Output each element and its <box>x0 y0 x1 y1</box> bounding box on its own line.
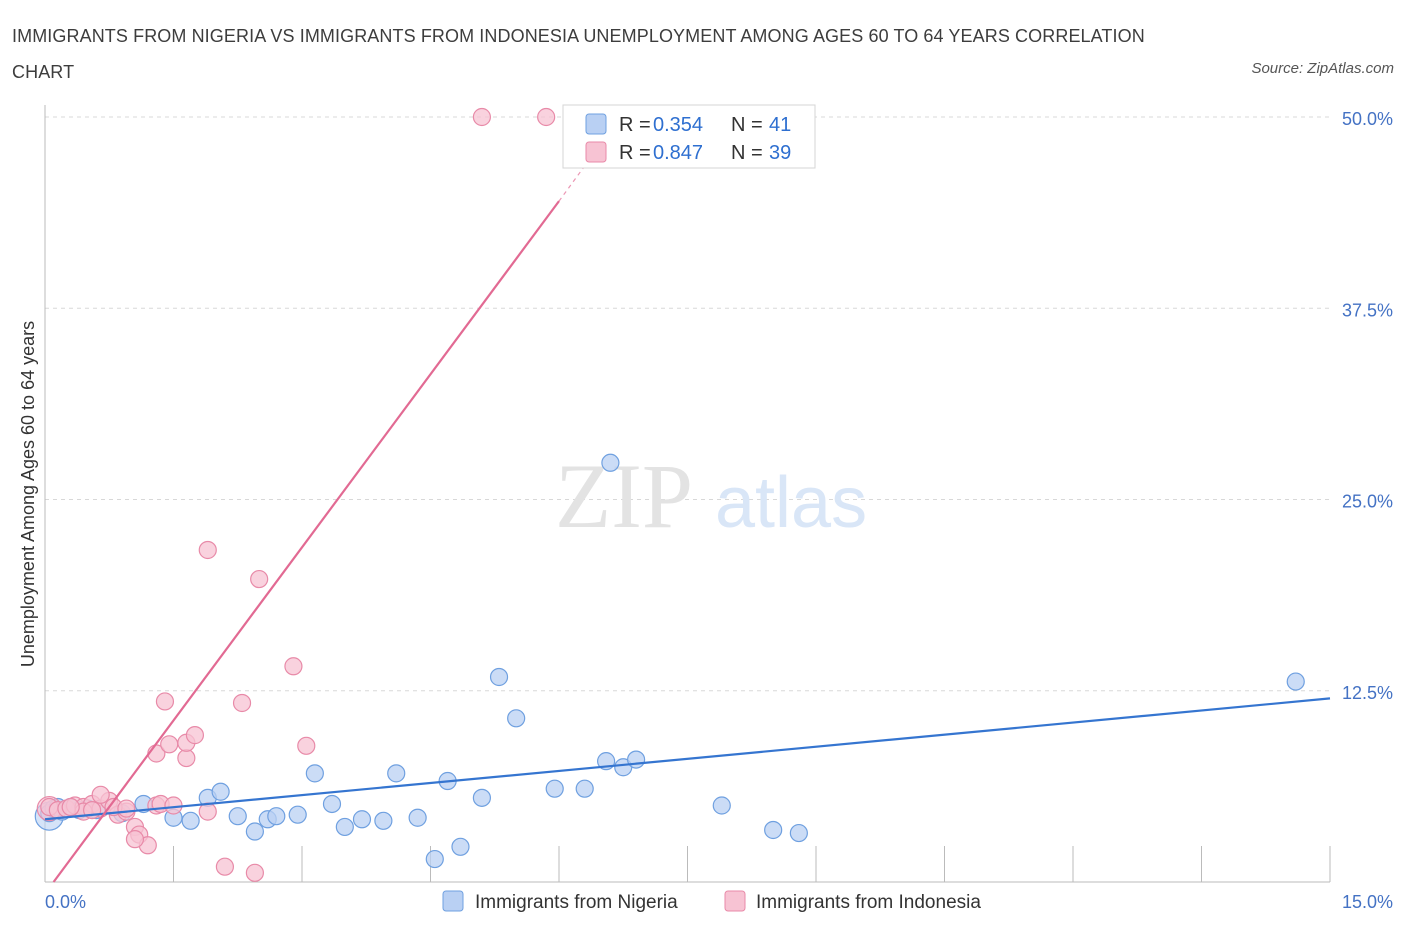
x-tick-label-min: 0.0% <box>45 892 86 912</box>
nigeria-point-41 <box>1286 672 1305 691</box>
indonesia-point-16 <box>160 735 179 754</box>
nigeria-point-14 <box>228 807 247 826</box>
legend-indonesia-n-label: N = <box>731 142 763 164</box>
bottom-legend-indonesia-swatch <box>724 890 746 912</box>
nigeria-point-26 <box>425 849 444 869</box>
nigeria-point-17 <box>267 807 286 826</box>
bottom-legend-nigeria-swatch <box>442 890 464 912</box>
nigeria-point-19 <box>305 764 324 783</box>
nigeria-point-29 <box>472 788 491 807</box>
nigeria-point-11 <box>181 811 200 830</box>
y-tick-label-1: 25.0% <box>1342 492 1393 512</box>
indonesia-point-31 <box>117 799 136 818</box>
legend-nigeria-n-value: 41 <box>769 114 791 136</box>
chart-title: IMMIGRANTS FROM NIGERIA VS IMMIGRANTS FR… <box>12 26 1145 82</box>
nigeria-point-22 <box>352 810 372 829</box>
nigeria-point-24 <box>387 764 406 783</box>
indonesia-point-29 <box>91 785 110 804</box>
nigeria-point-40 <box>789 823 808 843</box>
indonesia-point-36 <box>537 107 556 127</box>
indonesia-point-35 <box>472 107 491 127</box>
legend-indonesia-r-value: 0.847 <box>653 142 703 164</box>
indonesia-point-22 <box>198 802 217 821</box>
trend-layer <box>44 165 1331 883</box>
nigeria-point-34 <box>601 453 620 472</box>
indonesia-point-27 <box>284 657 303 676</box>
indonesia-point-21 <box>198 540 217 560</box>
y-tick-label-2: 37.5% <box>1342 300 1393 320</box>
y-axis-title: Unemployment Among Ages 60 to 64 years <box>18 321 38 667</box>
legend-indonesia-swatch <box>585 141 607 163</box>
nigeria-point-13 <box>211 782 230 801</box>
watermark-atlas: atlas <box>715 463 867 543</box>
indonesia-point-20 <box>185 726 205 745</box>
nigeria-point-25 <box>408 808 427 827</box>
indonesia-points <box>36 107 556 882</box>
nigeria-point-20 <box>322 794 342 814</box>
indonesia-point-37 <box>164 796 183 815</box>
x-tick-label-max: 15.0% <box>1342 892 1393 912</box>
nigeria-point-37 <box>626 750 646 769</box>
bottom-legend: Immigrants from Nigeria Immigrants from … <box>442 890 981 913</box>
legend-nigeria-r-value: 0.354 <box>653 114 703 136</box>
y-tick-label-3: 50.0% <box>1342 109 1393 129</box>
nigeria-point-32 <box>545 779 564 798</box>
nigeria-point-33 <box>575 779 594 798</box>
indonesia-point-26 <box>250 569 269 589</box>
indonesia-point-25 <box>245 863 264 882</box>
legend-indonesia-r-label: R = <box>619 142 651 164</box>
grid-layer <box>45 116 1330 692</box>
indonesia-point-24 <box>232 693 252 713</box>
nigeria-point-15 <box>245 822 264 841</box>
indonesia-trendline-extension <box>558 165 586 202</box>
legend-nigeria-n-label: N = <box>731 114 763 136</box>
indonesia-point-18 <box>177 748 196 768</box>
nigeria-point-30 <box>489 667 509 687</box>
indonesia-trendline <box>52 200 560 883</box>
indonesia-point-34 <box>61 797 80 817</box>
indonesia-point-32 <box>125 830 145 849</box>
top-legend: R = 0.354 N = 41 R = 0.847 N = 39 <box>562 104 816 169</box>
y-tick-label-0: 12.5% <box>1342 683 1393 703</box>
nigeria-point-21 <box>335 817 354 837</box>
nigeria-point-38 <box>712 796 731 815</box>
nigeria-point-39 <box>764 820 783 840</box>
source-label: Source: ZipAtlas.com <box>1251 60 1394 77</box>
watermark-zip: ZIP <box>555 445 693 547</box>
indonesia-point-17 <box>155 692 175 711</box>
bottom-legend-indonesia-label: Immigrants from Indonesia <box>756 892 981 913</box>
nigeria-point-28 <box>451 837 470 856</box>
nigeria-point-31 <box>507 709 526 728</box>
bottom-legend-nigeria-label: Immigrants from Nigeria <box>475 892 678 913</box>
nigeria-point-18 <box>288 805 307 824</box>
indonesia-point-28 <box>297 736 316 755</box>
legend-nigeria-swatch <box>585 113 607 135</box>
legend-indonesia-n-value: 39 <box>769 142 791 164</box>
indonesia-point-23 <box>215 857 234 876</box>
legend-nigeria-r-label: R = <box>619 114 651 136</box>
nigeria-point-23 <box>374 811 393 830</box>
nigeria-trendline <box>44 697 1331 821</box>
